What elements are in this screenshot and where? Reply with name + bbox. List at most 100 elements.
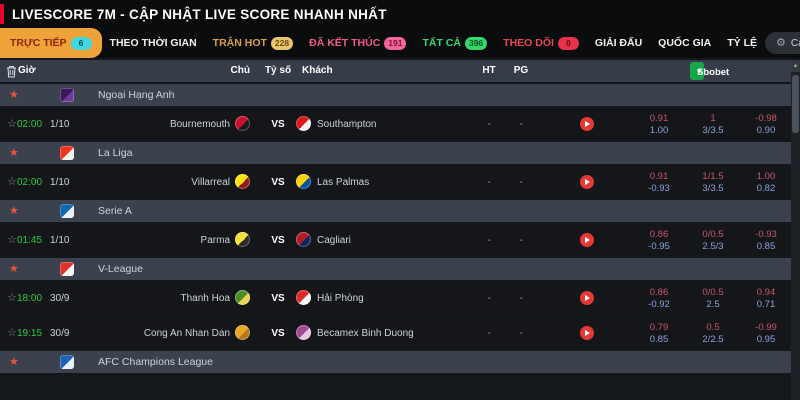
- nav-tab-truc-tiep[interactable]: TRỰC TIẾP 6: [0, 28, 102, 58]
- league-row-afc-champions-league[interactable]: ★ AFC Champions League: [0, 351, 800, 373]
- match-row[interactable]: ☆ 02:00 1/10 Bournemouth VS Southampton …: [0, 107, 800, 141]
- odds-goal-line[interactable]: 0/0.5 2.5/3: [684, 223, 742, 257]
- match-row[interactable]: ☆ 18:00 30/9 Thanh Hoa VS Hải Phòng - - …: [0, 281, 800, 315]
- odds-handicap[interactable]: 0.79 0.85: [628, 316, 690, 350]
- tab-label: TẤT CẢ: [422, 37, 461, 49]
- away-team-name[interactable]: Becamex Binh Duong: [317, 328, 414, 339]
- league-star-icon[interactable]: ★: [9, 89, 19, 101]
- nav-tab-tat-ca[interactable]: TẤT CẢ 396: [414, 28, 495, 58]
- home-team-crest: [235, 116, 250, 131]
- home-team-name[interactable]: Bournemouth: [169, 119, 230, 130]
- match-time: 02:00: [17, 119, 43, 130]
- odds-over-under[interactable]: -0.98 0.90: [740, 107, 792, 141]
- odds-handicap[interactable]: 0.91 1.00: [628, 107, 690, 141]
- away-team-name[interactable]: Las Palmas: [317, 177, 370, 188]
- page-title: LIVESCORE 7M - CẬP NHẬT LIVE SCORE NHANH…: [12, 6, 387, 22]
- favorite-star-icon[interactable]: ☆: [7, 176, 17, 188]
- odds-goal-line[interactable]: 1 3/3.5: [684, 107, 742, 141]
- play-button[interactable]: [580, 175, 594, 189]
- match-row[interactable]: ☆ 02:00 1/10 Villarreal VS Las Palmas - …: [0, 165, 800, 199]
- odds-value: 1.00: [756, 170, 776, 182]
- nav-tab-theo-thoi-gian[interactable]: THEO THỜI GIAN: [102, 28, 205, 58]
- league-row-ngoai-hang-anh[interactable]: ★ Ngoại Hạng Anh: [0, 84, 800, 106]
- away-team-name[interactable]: Hải Phòng: [317, 293, 364, 304]
- play-button[interactable]: [580, 291, 594, 305]
- odds-value: -0.99: [755, 321, 777, 333]
- bookmaker-select[interactable]: Sbobet ▾: [690, 62, 729, 80]
- league-star-icon[interactable]: ★: [9, 263, 19, 275]
- match-row[interactable]: ☆ 19:15 30/9 Cong An Nhan Dan VS Becamex…: [0, 316, 800, 350]
- odds-handicap[interactable]: 0.86 -0.95: [628, 223, 690, 257]
- odds-value: 0.91: [649, 112, 669, 124]
- home-team-name[interactable]: Thanh Hoa: [180, 293, 230, 304]
- match-time: 02:00: [17, 177, 43, 188]
- odds-value: 2.5/3: [702, 240, 724, 252]
- away-team-crest: [296, 174, 311, 189]
- favorite-star-icon[interactable]: ☆: [7, 292, 17, 304]
- tab-label: THEO THỜI GIAN: [109, 37, 197, 49]
- league-row-serie-a[interactable]: ★ Serie A: [0, 200, 800, 222]
- away-team-name[interactable]: Southampton: [317, 119, 377, 130]
- play-icon: [585, 330, 590, 336]
- vertical-scrollbar[interactable]: ▲: [791, 60, 800, 400]
- favorite-star-icon[interactable]: ☆: [7, 327, 17, 339]
- odds-over-under[interactable]: 1.00 0.82: [740, 165, 792, 199]
- league-logo: [60, 146, 74, 160]
- ht-value: -: [487, 328, 491, 339]
- league-row-v-league[interactable]: ★ V-League: [0, 258, 800, 280]
- nav-tab-theo-doi[interactable]: THEO DÕI 0: [495, 28, 587, 58]
- nav-tab-giai-dau[interactable]: GIẢI ĐẤU: [587, 28, 650, 58]
- home-team-name[interactable]: Parma: [200, 235, 230, 246]
- home-team-name[interactable]: Cong An Nhan Dan: [143, 328, 230, 339]
- league-star-icon[interactable]: ★: [9, 356, 19, 368]
- scroll-up-button[interactable]: ▲: [791, 60, 800, 72]
- odds-over-under[interactable]: -0.93 0.85: [740, 223, 792, 257]
- odds-value: 3/3.5: [702, 182, 724, 194]
- play-icon: [585, 179, 590, 185]
- odds-value: 0.82: [756, 182, 776, 194]
- trash-icon[interactable]: [6, 65, 17, 78]
- league-name: Serie A: [98, 205, 132, 217]
- nav-tab-da-ket-thuc[interactable]: ĐÃ KẾT THÚC 191: [301, 28, 414, 58]
- league-star-icon[interactable]: ★: [9, 205, 19, 217]
- table-header: Giờ Chủ Tỷ số Khách HT PG Sbobet ▾: [0, 60, 800, 82]
- odds-over-under[interactable]: -0.99 0.95: [740, 316, 792, 350]
- tab-label: TRỰC TIẾP: [10, 37, 67, 49]
- league-row-la-liga[interactable]: ★ La Liga: [0, 142, 800, 164]
- play-button[interactable]: [580, 326, 594, 340]
- odds-value: 2.5: [706, 298, 720, 310]
- column-header-ht: HT: [482, 65, 496, 76]
- league-name: Ngoại Hạng Anh: [98, 89, 175, 101]
- odds-value: -0.92: [648, 298, 670, 310]
- odds-goal-line[interactable]: 1/1.5 3/3.5: [684, 165, 742, 199]
- odds-over-under[interactable]: 0.94 0.71: [740, 281, 792, 315]
- favorite-star-icon[interactable]: ☆: [7, 118, 17, 130]
- favorite-star-icon[interactable]: ☆: [7, 234, 17, 246]
- home-team-name[interactable]: Villarreal: [191, 177, 230, 188]
- odds-value: -0.95: [648, 240, 670, 252]
- match-date: 1/10: [50, 119, 70, 130]
- gear-icon: ⚙: [776, 36, 786, 49]
- away-team-crest: [296, 325, 311, 340]
- nav-tab-ty-le[interactable]: TỶ LỆ: [719, 28, 765, 58]
- tab-label: QUỐC GIA: [658, 37, 712, 49]
- odds-handicap[interactable]: 0.91 -0.93: [628, 165, 690, 199]
- odds-value: 0/0.5: [702, 228, 724, 240]
- odds-value: 0.86: [649, 286, 669, 298]
- odds-goal-line[interactable]: 0/0.5 2.5: [684, 281, 742, 315]
- play-button[interactable]: [580, 117, 594, 131]
- settings-button[interactable]: ⚙ Cài đặt tính năng: [765, 32, 800, 54]
- away-team-name[interactable]: Cagliari: [317, 235, 351, 246]
- play-icon: [585, 121, 590, 127]
- league-star-icon[interactable]: ★: [9, 147, 19, 159]
- scrollbar-thumb[interactable]: [792, 75, 799, 133]
- settings-label: Cài đặt tính năng: [790, 37, 800, 49]
- vs-label: VS: [271, 119, 285, 130]
- nav-tab-quoc-gia[interactable]: QUỐC GIA: [650, 28, 719, 58]
- pg-value: -: [519, 119, 523, 130]
- odds-handicap[interactable]: 0.86 -0.92: [628, 281, 690, 315]
- match-row[interactable]: ☆ 01:45 1/10 Parma VS Cagliari - - 0.86 …: [0, 223, 800, 257]
- odds-goal-line[interactable]: 0.5 2/2.5: [684, 316, 742, 350]
- play-button[interactable]: [580, 233, 594, 247]
- nav-tab-tran-hot[interactable]: TRẬN HOT 228: [205, 28, 301, 58]
